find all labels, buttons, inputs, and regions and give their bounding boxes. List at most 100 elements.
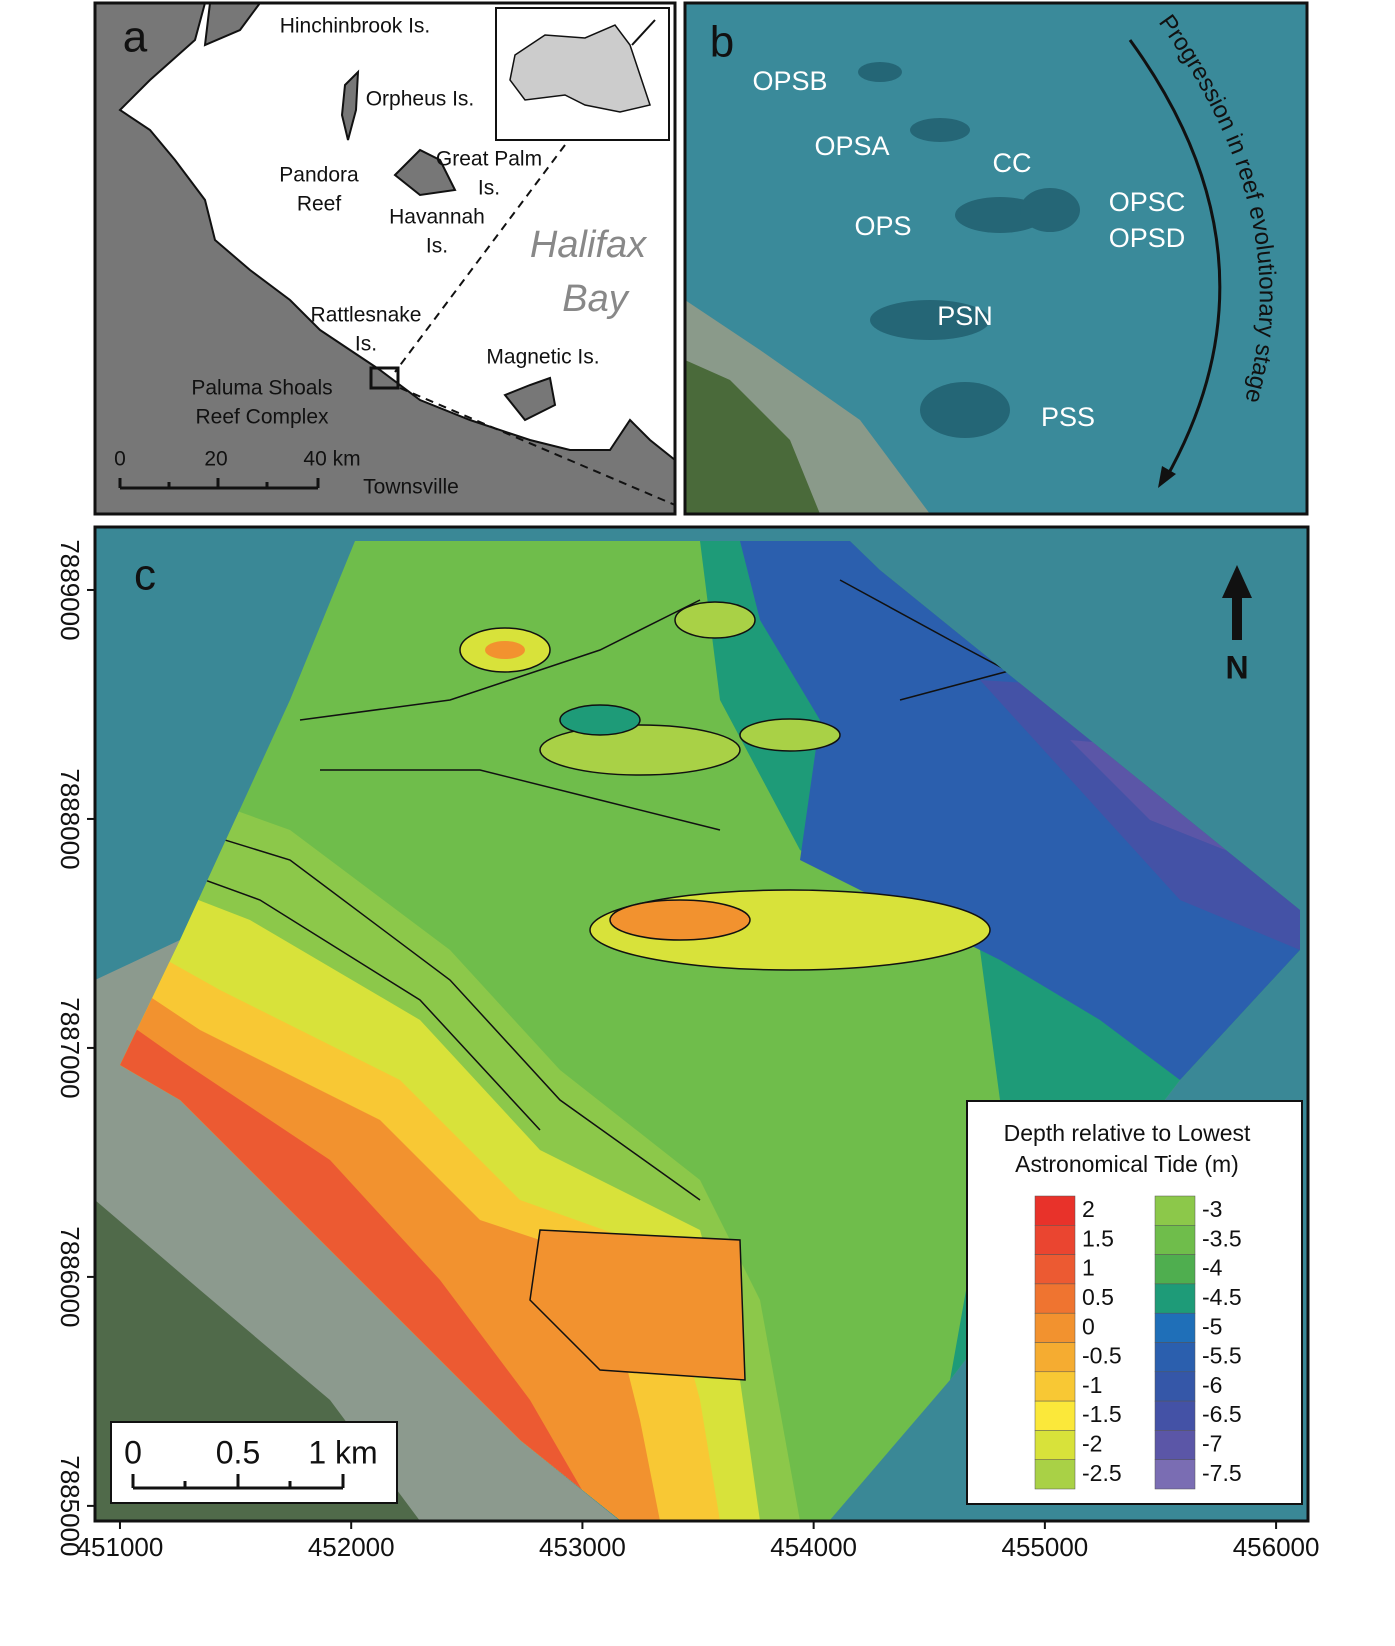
place-label: Rattlesnake — [311, 304, 422, 327]
scale-label: 20 — [204, 448, 227, 471]
place-label: Pandora — [279, 164, 359, 187]
coast-vegetation — [685, 360, 820, 514]
reefs — [858, 62, 1080, 438]
y-tick-label: 7887000 — [55, 997, 85, 1098]
progression-arrow — [1128, 39, 1222, 481]
north-label: N — [1225, 649, 1248, 685]
x-tick-label: 453000 — [539, 1532, 626, 1562]
legend-label: -1.5 — [1082, 1401, 1122, 1427]
leader-line — [399, 387, 675, 506]
island — [203, 3, 262, 47]
legend-swatch — [1154, 1254, 1196, 1285]
legend-swatch — [1154, 1225, 1196, 1255]
legend-label: -4.5 — [1202, 1284, 1242, 1310]
legend-swatch — [1154, 1283, 1196, 1314]
panel-c: N c 0 0.5 1 km Depth relative to Lowest … — [95, 527, 1308, 1521]
leader-line — [394, 144, 566, 373]
panel-frame — [93, 1, 677, 516]
site-label: OPSA — [814, 131, 889, 161]
legend-swatch — [1034, 1459, 1076, 1490]
site-label: OPS — [854, 211, 911, 241]
legend-label: -0.5 — [1082, 1343, 1122, 1369]
legend-label: -6.5 — [1202, 1401, 1242, 1427]
legend-swatch — [1034, 1254, 1076, 1285]
site-label: OPSB — [752, 66, 827, 96]
legend-swatch — [1034, 1371, 1076, 1402]
place-label: Magnetic Is. — [486, 346, 599, 369]
y-tick-label: 7886000 — [55, 1226, 85, 1327]
place-label: Is. — [426, 235, 448, 258]
legend-swatch — [1034, 1225, 1076, 1255]
place-label: Hinchinbrook Is. — [280, 15, 431, 38]
panel-frame — [683, 1, 1309, 516]
site-label: OPSD — [1109, 223, 1186, 253]
island — [340, 69, 360, 141]
x-tick-label: 451000 — [77, 1532, 164, 1562]
legend-label: -4 — [1202, 1255, 1223, 1281]
site-label: PSS — [1041, 402, 1095, 432]
y-tick-label: 7889000 — [55, 539, 85, 640]
legend-swatch — [1154, 1195, 1196, 1226]
legend-label: -3 — [1202, 1196, 1222, 1222]
place-label: Reef Complex — [195, 406, 329, 429]
inset-arrow — [631, 19, 656, 46]
legend-title: Astronomical Tide (m) — [1015, 1151, 1239, 1177]
place-label: Great Palm — [436, 148, 542, 171]
legend-label: 1 — [1082, 1255, 1095, 1281]
scale-bar — [118, 478, 320, 490]
legend-label: -7.5 — [1202, 1460, 1242, 1486]
site-label: PSN — [937, 301, 993, 331]
x-tick-label: 454000 — [770, 1532, 857, 1562]
study-area-box — [369, 366, 400, 390]
legend-label: -2.5 — [1082, 1460, 1122, 1486]
legend-swatch — [1154, 1371, 1196, 1402]
legend-title: Depth relative to Lowest — [1004, 1120, 1251, 1146]
x-tick-label: 452000 — [308, 1532, 395, 1562]
legend-swatch — [1034, 1430, 1076, 1460]
scale-label: 0 — [114, 448, 126, 471]
legend-label: -5 — [1202, 1313, 1222, 1339]
place-label: Paluma Shoals — [191, 377, 332, 400]
panel-b: Progression in reef evolutionary stage b… — [685, 3, 1307, 514]
legend-swatch — [1154, 1312, 1196, 1343]
legend-swatch — [1154, 1342, 1196, 1373]
legend-label: 0 — [1082, 1313, 1095, 1339]
place-label: Havannah — [389, 206, 485, 229]
scale-label: 0 — [124, 1434, 142, 1470]
legend-swatch — [1154, 1459, 1196, 1490]
island — [393, 148, 457, 197]
site-label: CC — [993, 148, 1032, 178]
scale-bar — [131, 1474, 345, 1490]
bay-label: Bay — [562, 278, 629, 320]
x-tick-label: 456000 — [1233, 1532, 1320, 1562]
legend-label: -6 — [1202, 1372, 1222, 1398]
panel-a: a Hinchinbrook Is. Orpheus Is. Great Palm I… — [95, 3, 675, 514]
legend-label: 1.5 — [1082, 1225, 1114, 1251]
legend-swatch — [1034, 1195, 1076, 1226]
place-label: Townsville — [363, 476, 459, 499]
legend-label: -3.5 — [1202, 1225, 1242, 1251]
legend-label: -1 — [1082, 1372, 1102, 1398]
legend-box — [966, 1100, 1303, 1505]
legend-swatch — [1034, 1400, 1076, 1431]
legend-label: -7 — [1202, 1430, 1222, 1456]
panel-label: c — [134, 551, 156, 600]
y-tick-label: 7885000 — [55, 1455, 85, 1556]
legend-label: -5.5 — [1202, 1343, 1242, 1369]
panel-frame — [93, 525, 1310, 1523]
scale-label: 1 km — [308, 1434, 377, 1470]
mainland — [95, 3, 675, 514]
panel-label: a — [123, 13, 148, 62]
scale-label: 40 km — [303, 448, 360, 471]
y-tick-label: 7888000 — [55, 768, 85, 869]
legend-label: 0.5 — [1082, 1284, 1114, 1310]
island — [503, 376, 557, 422]
legend-swatch — [1154, 1430, 1196, 1460]
x-tick-label: 455000 — [1001, 1532, 1088, 1562]
bay-label: Halifax — [530, 224, 648, 266]
australia-inset — [509, 24, 651, 113]
arrow-head — [1158, 466, 1176, 488]
place-label: Is. — [355, 333, 377, 356]
panel-label: b — [710, 18, 734, 67]
